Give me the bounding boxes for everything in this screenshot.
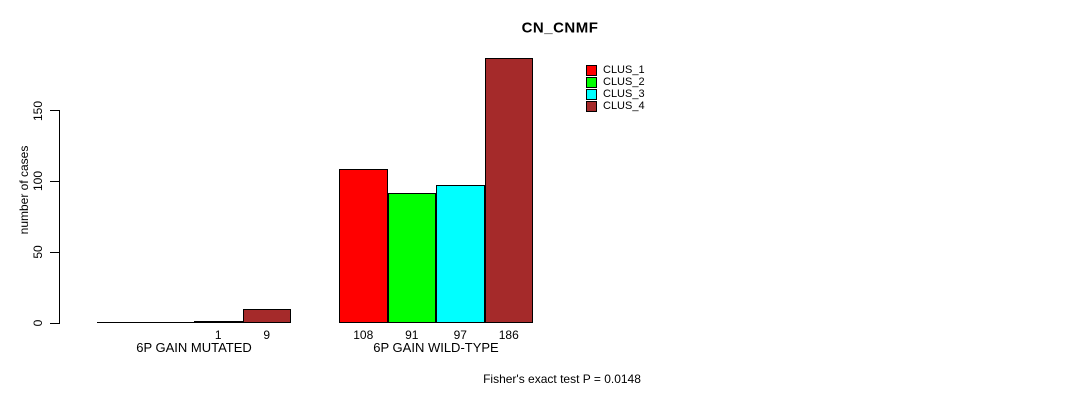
legend: CLUS_1 CLUS_2 CLUS_3 CLUS_4	[586, 64, 666, 114]
y-axis-line	[59, 110, 60, 323]
bar-value-label: 9	[263, 328, 271, 342]
legend-swatch-icon	[586, 77, 597, 88]
y-tick-mark	[50, 251, 60, 253]
bar-clus_1	[339, 169, 388, 323]
bar-value-label: 97	[453, 328, 467, 342]
bar-clus_4	[242, 309, 291, 323]
y-tick-mark	[50, 322, 60, 324]
legend-label: CLUS_2	[603, 76, 645, 88]
legend-swatch-icon	[586, 101, 597, 112]
legend-label: CLUS_3	[603, 88, 645, 100]
bar-value-label: 186	[498, 328, 519, 342]
legend-swatch-icon	[586, 89, 597, 100]
bar-clus_3	[194, 321, 243, 323]
bar-value-label: 1	[214, 328, 222, 342]
legend-item-clus_3: CLUS_3	[586, 88, 666, 100]
bar-clus_3	[436, 185, 485, 323]
bar-value-label: 91	[405, 328, 419, 342]
legend-label: CLUS_4	[603, 100, 645, 112]
legend-label: CLUS_1	[603, 64, 645, 76]
y-tick-label: 0	[31, 319, 45, 327]
y-tick-label: 150	[31, 100, 45, 121]
y-tick-mark	[50, 180, 60, 182]
y-tick-label: 50	[31, 245, 45, 259]
bar-clus_1	[97, 322, 146, 323]
legend-swatch-icon	[586, 65, 597, 76]
y-tick-mark	[50, 110, 60, 111]
y-axis-label: number of cases	[17, 145, 31, 235]
bar-value-label: 108	[353, 328, 374, 342]
group-label-mutated: 6P GAIN MUTATED	[136, 340, 252, 355]
legend-item-clus_2: CLUS_2	[586, 76, 666, 88]
chart-title: CN_CNMF	[521, 19, 599, 37]
legend-item-clus_1: CLUS_1	[586, 64, 666, 76]
legend-item-clus_4: CLUS_4	[586, 100, 666, 112]
bar-clus_2	[145, 322, 194, 323]
group-label-wildtype: 6P GAIN WILD-TYPE	[373, 340, 499, 355]
y-tick-label: 100	[31, 171, 45, 192]
annotation-fisher-test: Fisher's exact test P = 0.0148	[483, 372, 641, 386]
bar-clus_2	[387, 193, 436, 323]
bar-clus_4	[484, 58, 533, 323]
